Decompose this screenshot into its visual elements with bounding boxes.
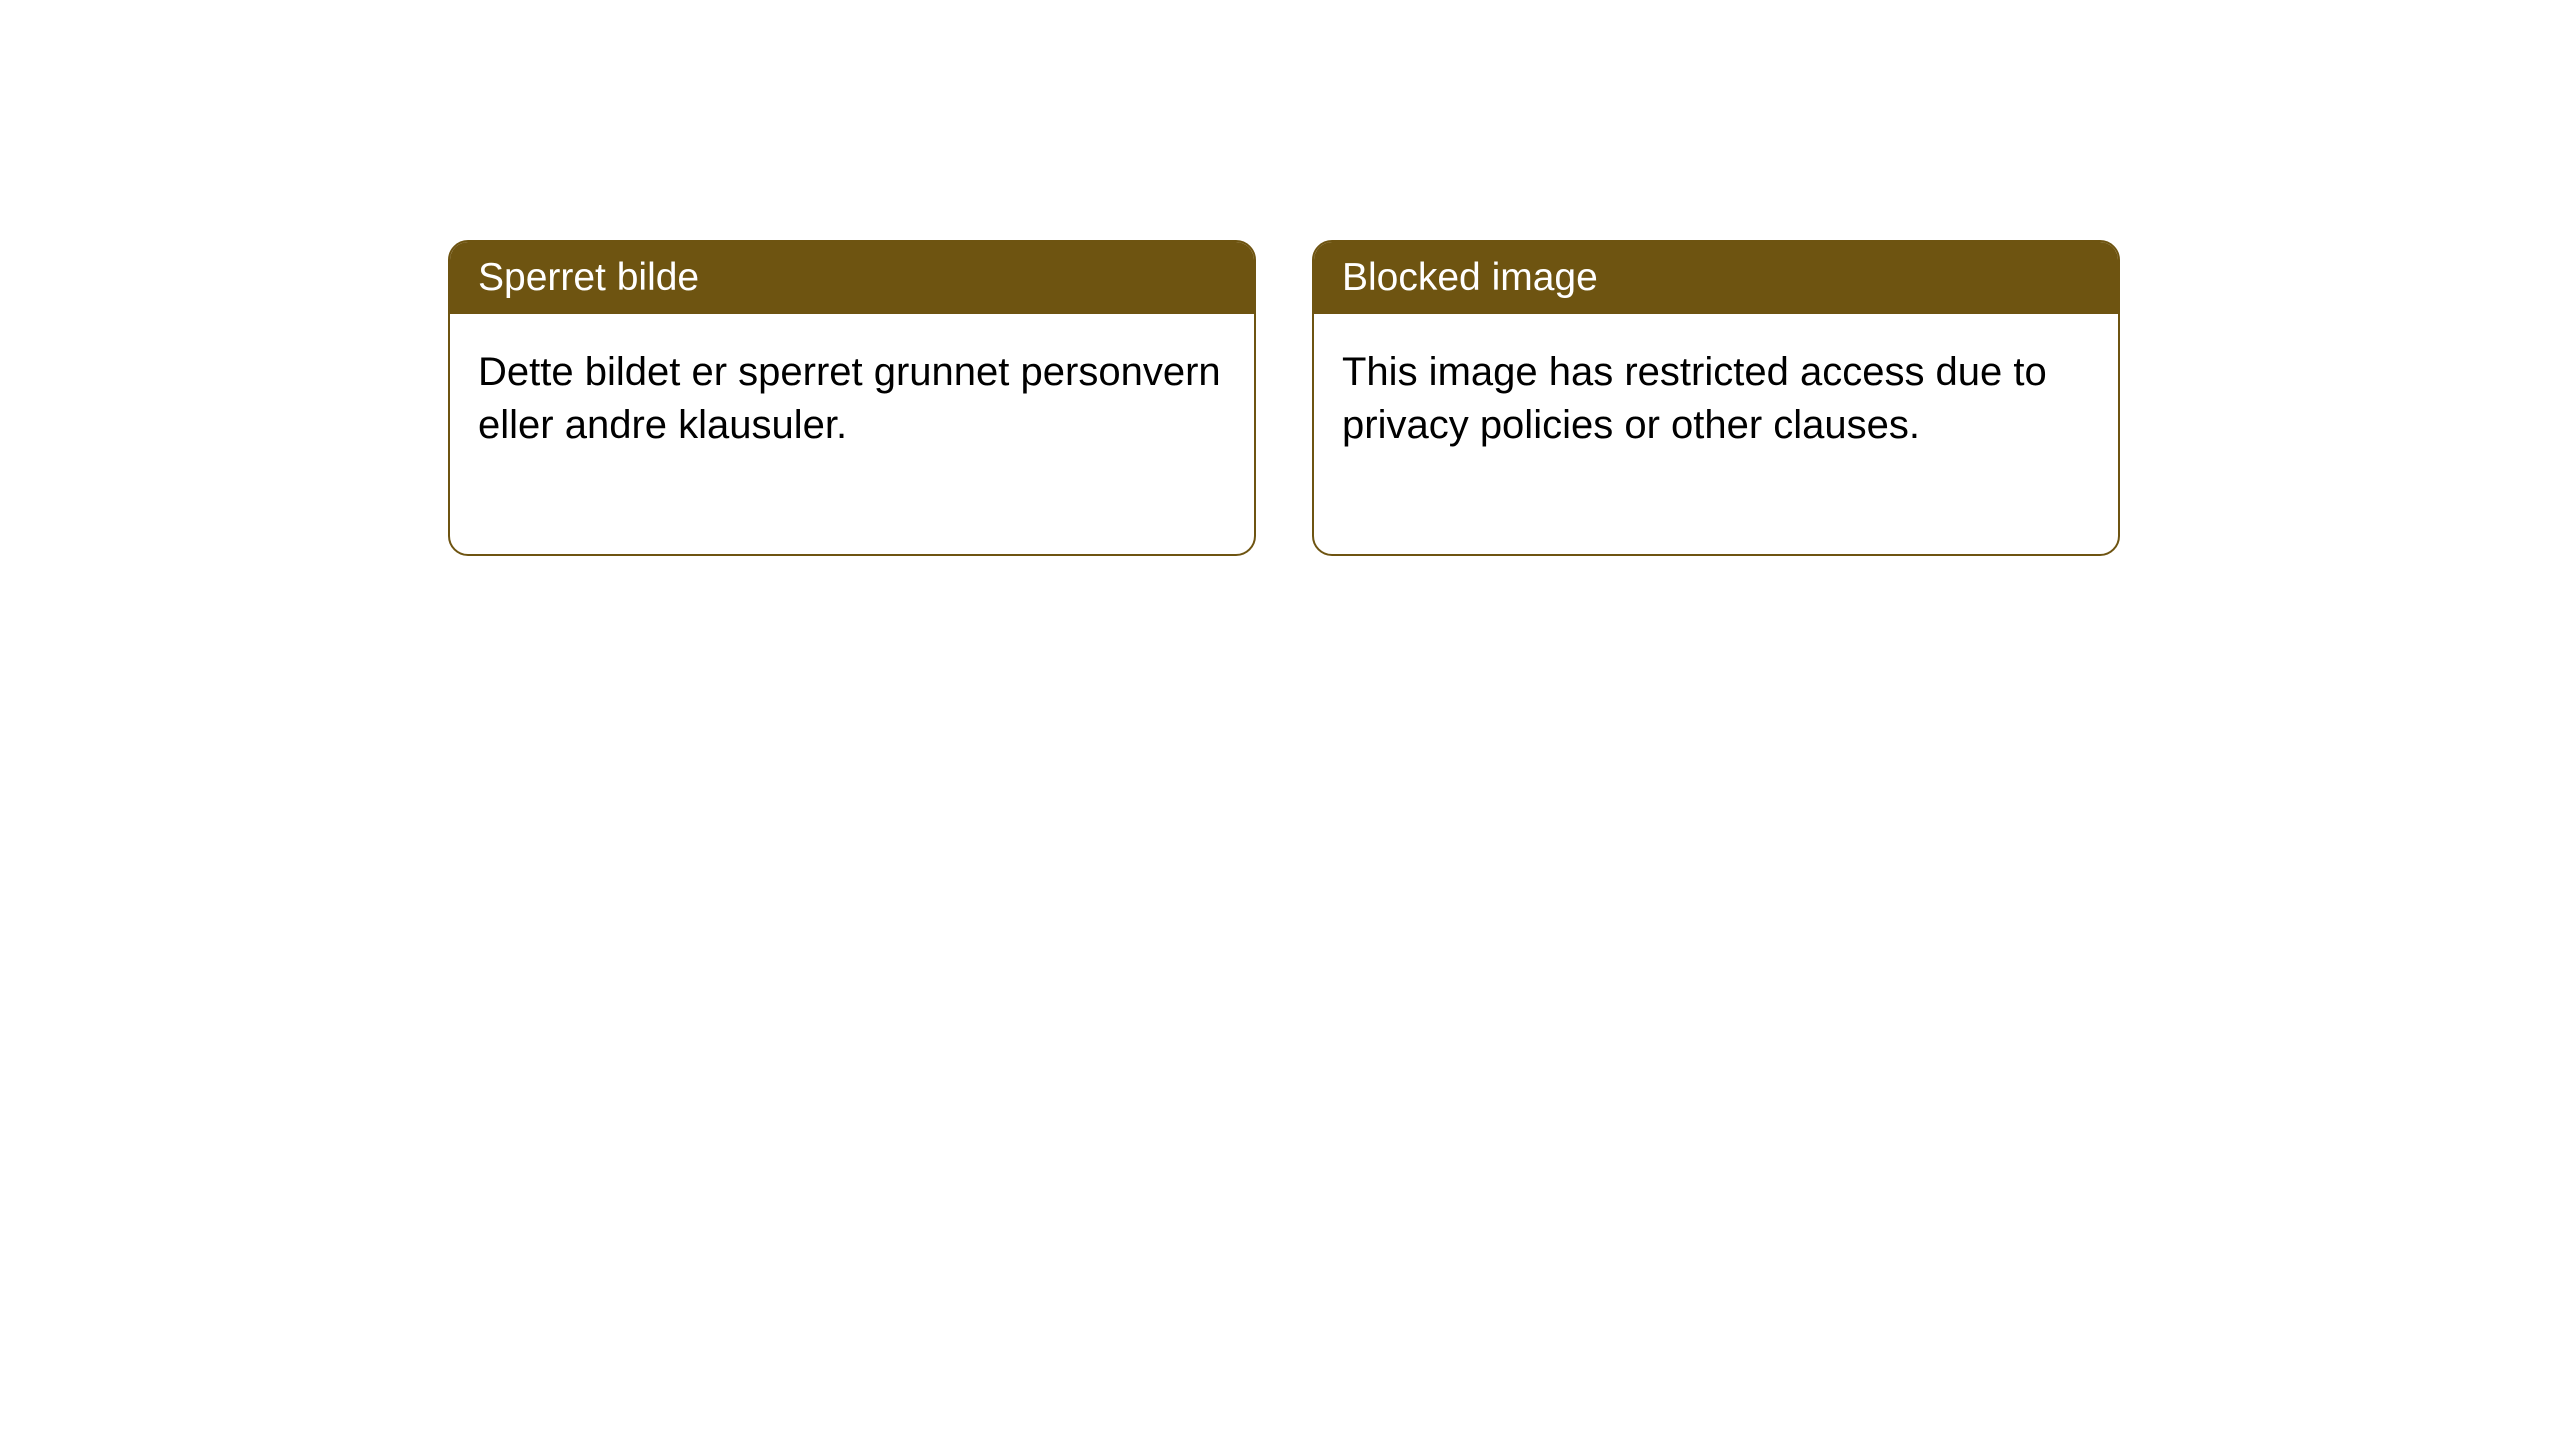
- card-header: Sperret bilde: [450, 242, 1254, 314]
- card-body: Dette bildet er sperret grunnet personve…: [450, 314, 1254, 554]
- card-header: Blocked image: [1314, 242, 2118, 314]
- notice-card-norwegian: Sperret bilde Dette bildet er sperret gr…: [448, 240, 1256, 556]
- card-title: Sperret bilde: [478, 256, 699, 299]
- card-body: This image has restricted access due to …: [1314, 314, 2118, 554]
- card-body-text: This image has restricted access due to …: [1342, 350, 2047, 447]
- card-body-text: Dette bildet er sperret grunnet personve…: [478, 350, 1221, 447]
- card-title: Blocked image: [1342, 256, 1598, 299]
- notice-cards-container: Sperret bilde Dette bildet er sperret gr…: [448, 240, 2120, 556]
- notice-card-english: Blocked image This image has restricted …: [1312, 240, 2120, 556]
